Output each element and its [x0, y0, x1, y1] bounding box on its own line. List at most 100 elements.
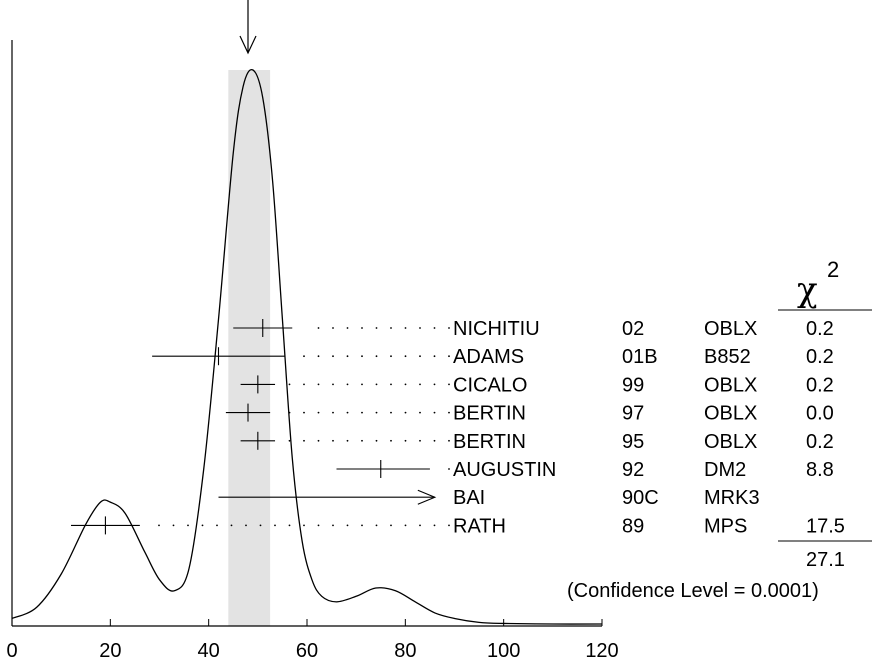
leader-dot — [317, 327, 320, 329]
leader-dot — [448, 411, 450, 414]
measurement-row: NICHITIU 02 OBLX 0.2 — [233, 318, 834, 340]
leader-dot — [419, 327, 421, 329]
leader-dot — [303, 439, 305, 442]
measurement-row: CICALO 99 OBLX 0.2 — [240, 374, 834, 396]
chi2-value: 0.0 — [806, 403, 834, 425]
leader-dot — [448, 468, 450, 470]
leader-dot — [433, 327, 436, 329]
leader-dot — [303, 411, 305, 414]
x-tick-label: 20 — [99, 640, 121, 662]
limit-arrow-head — [417, 489, 437, 505]
chi2-total: 27.1 — [806, 549, 845, 571]
measurement-row: BERTIN 97 OBLX 0.0 — [225, 403, 834, 425]
experiment-technique: MRK3 — [704, 487, 760, 509]
experiment-year: 99 — [622, 374, 644, 396]
chi2-header-sup: 2 — [827, 257, 839, 282]
leader-dot — [448, 524, 450, 527]
leader-dot — [433, 355, 436, 358]
leader-dot — [288, 411, 291, 414]
experiment-technique: B852 — [704, 346, 751, 368]
leader-dot — [259, 524, 262, 527]
experiment-year: 92 — [622, 459, 644, 481]
leader-dot — [332, 411, 334, 414]
x-axis-ticks: 0 20 40 60 80 100 120 — [6, 619, 619, 662]
leader-dot — [419, 383, 421, 386]
leader-dot — [288, 524, 291, 527]
leader-dot — [448, 355, 450, 358]
chi2-value: 0.2 — [806, 374, 834, 396]
chi2-value: 0.2 — [806, 318, 834, 340]
leader-dot — [433, 524, 436, 527]
x-tick-label: 80 — [394, 640, 416, 662]
leader-dot — [361, 524, 363, 527]
experiment-year: 95 — [622, 431, 644, 453]
leader-dot — [433, 383, 436, 386]
leader-dot — [390, 439, 392, 442]
leader-dot — [433, 439, 436, 442]
leader-dot — [216, 524, 218, 527]
experiment-technique: OBLX — [704, 403, 757, 425]
leader-dot — [448, 383, 450, 386]
measurement-row: RATH 89 MPS 17.5 — [71, 515, 845, 537]
leader-dot — [375, 327, 378, 329]
marker-head — [239, 35, 257, 55]
measurement-row: AUGUSTIN 92 DM2 8.8 — [336, 459, 834, 481]
leader-dot — [448, 327, 450, 329]
leader-dot — [361, 355, 363, 358]
x-tick-label: 100 — [487, 640, 520, 662]
chi2-value: 0.2 — [806, 431, 834, 453]
experiment-name: AUGUSTIN — [453, 459, 556, 481]
leader-dot — [172, 524, 175, 527]
leader-dot — [187, 524, 189, 527]
experiment-technique: OBLX — [704, 374, 757, 396]
experiment-technique: DM2 — [704, 459, 746, 481]
experiment-technique: OBLX — [704, 318, 757, 340]
chi2-value: 8.8 — [806, 459, 834, 481]
leader-dot — [346, 439, 349, 442]
leader-dot — [317, 383, 320, 386]
experiment-name: BERTIN — [453, 403, 526, 425]
leader-dot — [288, 439, 291, 442]
leader-dot — [332, 383, 334, 386]
leader-dot — [346, 411, 349, 414]
chi2-value: 17.5 — [806, 515, 845, 537]
experiment-year: 89 — [622, 515, 644, 537]
experiment-technique: OBLX — [704, 431, 757, 453]
experiment-year: 01B — [622, 346, 658, 368]
leader-dot — [346, 524, 349, 527]
leader-dot — [361, 439, 363, 442]
experiment-name: ADAMS — [453, 346, 524, 368]
leader-dot — [390, 411, 392, 414]
x-tick-label: 0 — [6, 640, 17, 662]
leader-dot — [404, 524, 407, 527]
leader-dot — [361, 327, 363, 329]
leader-dot — [404, 355, 407, 358]
leader-dot — [274, 524, 276, 527]
x-tick-label: 120 — [585, 640, 618, 662]
experiment-name: BAI — [453, 487, 485, 509]
leader-dot — [404, 411, 407, 414]
experiment-technique: MPS — [704, 515, 747, 537]
measurement-rows: NICHITIU 02 OBLX 0.2 ADAMS 01B B852 0.2 CICALO 99… — [71, 318, 845, 537]
leader-dot — [419, 439, 421, 442]
experiment-name: RATH — [453, 515, 506, 537]
leader-dot — [332, 439, 334, 442]
experiment-year: 97 — [622, 403, 644, 425]
leader-dot — [390, 383, 392, 386]
leader-dot — [303, 524, 305, 527]
leader-dot — [375, 383, 378, 386]
leader-dot — [375, 524, 378, 527]
measurement-row: ADAMS 01B B852 0.2 — [152, 346, 834, 368]
leader-dot — [419, 355, 421, 358]
measurement-row: BAI 90C MRK3 — [218, 487, 760, 509]
experiment-year: 90C — [622, 487, 659, 509]
leader-dot — [303, 383, 305, 386]
experiment-name: BERTIN — [453, 431, 526, 453]
experiment-name: CICALO — [453, 374, 527, 396]
confidence-level: (Confidence Level = 0.0001) — [567, 580, 819, 602]
leader-dot — [346, 383, 349, 386]
leader-dot — [404, 327, 407, 329]
x-tick-label: 40 — [198, 640, 220, 662]
